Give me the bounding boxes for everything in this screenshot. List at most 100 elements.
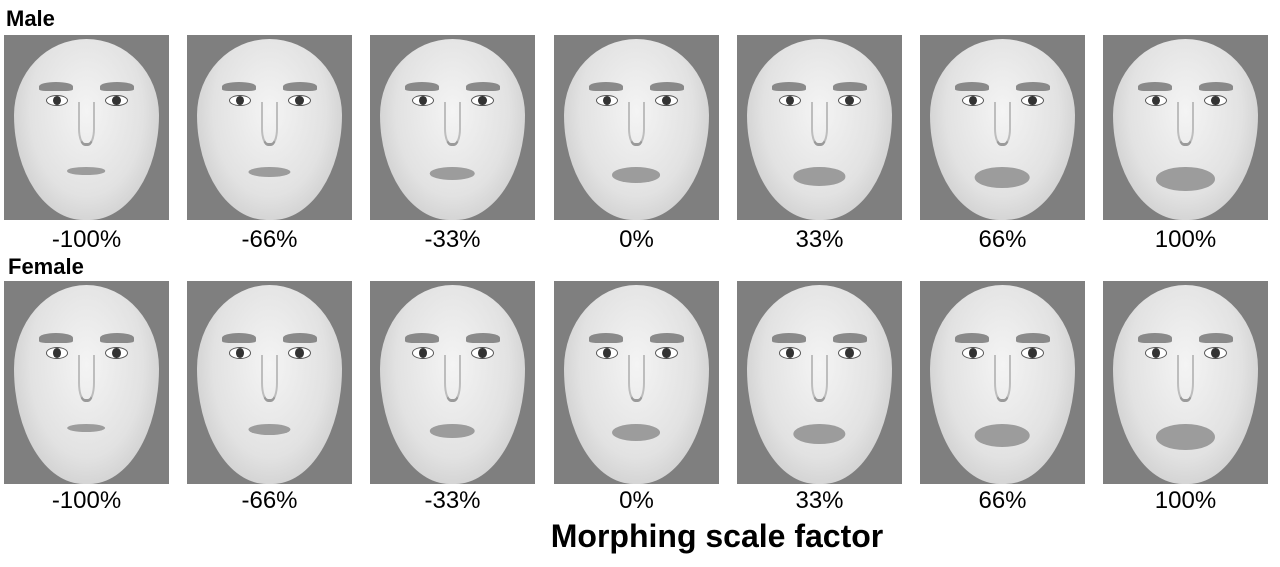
mouth	[1156, 167, 1215, 191]
eye	[228, 346, 252, 359]
face	[929, 285, 1076, 484]
eye	[961, 94, 985, 106]
face	[13, 285, 160, 484]
face-image	[370, 281, 535, 484]
face	[746, 285, 893, 484]
face-image	[370, 35, 535, 220]
mouth	[67, 424, 106, 433]
scale-factor-label: -66%	[241, 487, 298, 514]
eye	[1204, 346, 1227, 359]
face	[13, 38, 160, 220]
scale-factor-label: 100%	[1154, 226, 1217, 253]
face	[379, 38, 526, 220]
eyebrow	[588, 332, 624, 343]
eye	[595, 94, 619, 106]
scale-factor-label: 100%	[1154, 487, 1217, 514]
eyebrow	[221, 82, 257, 92]
nose	[627, 102, 646, 146]
eye	[961, 346, 985, 359]
nose	[810, 102, 829, 146]
eye	[105, 94, 128, 106]
eyebrow	[404, 82, 440, 92]
nose	[993, 354, 1012, 403]
face	[1112, 38, 1259, 220]
eye	[838, 94, 861, 106]
face-image	[4, 281, 169, 484]
eyebrow	[38, 82, 74, 92]
face-image	[4, 35, 169, 220]
eyebrow	[954, 332, 990, 343]
face	[929, 38, 1076, 220]
scale-factor-label: 66%	[978, 487, 1027, 514]
eye	[471, 346, 494, 359]
face	[196, 38, 343, 220]
face	[563, 38, 710, 220]
mouth	[975, 424, 1030, 448]
eye	[595, 346, 619, 359]
mouth	[612, 167, 661, 183]
eyebrow	[465, 332, 501, 343]
scale-factor-label: 0%	[619, 487, 654, 514]
mouth	[975, 167, 1030, 189]
eye	[1021, 94, 1044, 106]
nose	[1176, 354, 1195, 403]
mouth	[67, 167, 106, 175]
scale-factor-label: -100%	[51, 226, 122, 253]
scale-factor-label: 33%	[795, 226, 844, 253]
eye	[838, 346, 861, 359]
eye	[1144, 346, 1168, 359]
eyebrow	[1198, 82, 1234, 92]
face-image	[187, 35, 352, 220]
mouth	[612, 424, 661, 442]
face-image	[737, 35, 902, 220]
eye	[288, 346, 311, 359]
eyebrow	[282, 332, 318, 343]
scale-factor-label: 33%	[795, 487, 844, 514]
nose	[443, 102, 462, 146]
eyebrow	[832, 82, 868, 92]
eyebrow	[649, 332, 685, 343]
scale-factor-label: -33%	[424, 226, 481, 253]
face-image	[920, 35, 1085, 220]
eyebrow	[465, 82, 501, 92]
eyebrow	[38, 332, 74, 343]
eyebrow	[99, 332, 135, 343]
eye	[288, 94, 311, 106]
eye	[778, 94, 802, 106]
face-image	[554, 35, 719, 220]
eyebrow	[649, 82, 685, 92]
eye	[45, 346, 69, 359]
mouth	[430, 167, 475, 181]
face-image	[1103, 281, 1268, 484]
eyebrow	[1137, 82, 1173, 92]
mouth	[1156, 424, 1215, 451]
eye	[1021, 346, 1044, 359]
eyebrow	[1198, 332, 1234, 343]
eyebrow	[404, 332, 440, 343]
nose	[627, 354, 646, 403]
nose	[993, 102, 1012, 146]
face-image	[737, 281, 902, 484]
eyebrow	[1015, 82, 1051, 92]
face	[746, 38, 893, 220]
eye	[411, 346, 435, 359]
eye	[1144, 94, 1168, 106]
face-image	[1103, 35, 1268, 220]
scale-factor-label: -100%	[51, 487, 122, 514]
eyebrow	[1137, 332, 1173, 343]
row-label-male: Male	[6, 6, 55, 31]
mouth	[793, 424, 846, 445]
eye	[411, 94, 435, 106]
eyebrow	[771, 332, 807, 343]
face	[1112, 285, 1259, 484]
eyebrow	[588, 82, 624, 92]
scale-factor-label: 0%	[619, 226, 654, 253]
eyebrow	[771, 82, 807, 92]
face	[379, 285, 526, 484]
eye	[105, 346, 128, 359]
mouth	[248, 424, 291, 436]
eyebrow	[99, 82, 135, 92]
face-image	[920, 281, 1085, 484]
nose	[810, 354, 829, 403]
nose	[77, 354, 96, 403]
